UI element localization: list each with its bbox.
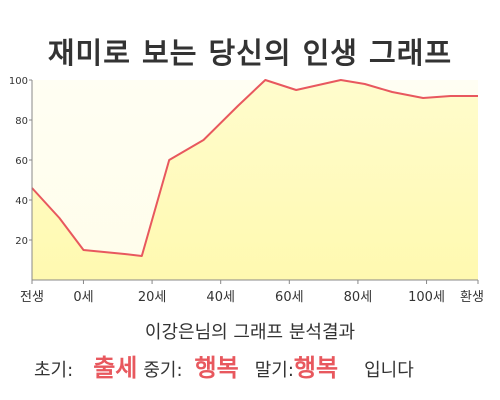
series-line [31, 79, 478, 257]
early-value: 출세 [93, 354, 138, 382]
x-tick-label: 환생 [460, 290, 484, 305]
y-tick-label: 80 [15, 116, 28, 127]
mid-value: 행복 [194, 354, 239, 382]
result-suffix: 입니다 [364, 360, 414, 381]
x-tick-label: 전생 [20, 290, 44, 305]
y-tick-label: 60 [15, 156, 28, 167]
x-tick-label: 100세 [408, 290, 445, 305]
early-label: 초기: [34, 360, 74, 381]
x-tick-label: 20세 [138, 290, 167, 305]
x-tick-label: 60세 [275, 290, 304, 305]
analysis-heading: 이강은님의 그래프 분석결과 [144, 322, 356, 343]
x-tick-label: 80세 [344, 290, 373, 305]
page-title: 재미로 보는 당신의 인생 그래프 [47, 36, 453, 70]
result-line: 초기: 출세 중기: 행복 말기:행복 입니다 [34, 348, 474, 383]
x-tick-label: 0세 [73, 290, 93, 305]
mid-label: 중기: [143, 360, 183, 381]
y-tick-label: 40 [15, 196, 28, 207]
y-tick-label: 100 [9, 76, 28, 87]
late-label: 말기: [254, 360, 294, 381]
series-area-fill [32, 80, 478, 280]
x-tick-label: 40세 [206, 290, 235, 305]
late-value: 행복 [293, 354, 339, 382]
y-tick-label: 20 [15, 236, 28, 247]
